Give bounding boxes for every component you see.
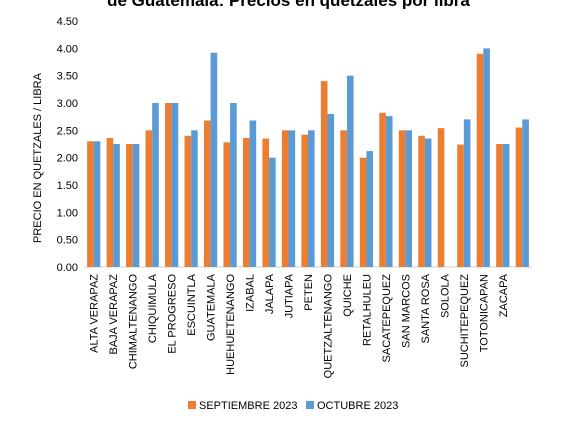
x-tick-label: SUCHITEPEQUEZ bbox=[459, 274, 471, 368]
bar-octubre bbox=[269, 157, 276, 267]
x-tick-label: ALTA VERAPAZ bbox=[89, 274, 101, 353]
bar-octubre bbox=[249, 120, 257, 268]
bar-octubre bbox=[93, 141, 101, 267]
x-tick-label: RETALHULEU bbox=[361, 274, 373, 346]
bar-octubre bbox=[152, 103, 159, 267]
x-axis-ticks: ALTA VERAPAZ BAJA VERAPAZ CHIMALTENANGO CHI… bbox=[89, 273, 510, 378]
x-tick-label: EL PROGRESO bbox=[167, 274, 179, 354]
x-tick-label: PETEN bbox=[303, 274, 315, 311]
y-tick-label: 0.50 bbox=[57, 235, 78, 247]
x-tick-label: CHIQUIMULA bbox=[147, 273, 159, 343]
bar-octubre bbox=[346, 75, 354, 267]
bar-octubre bbox=[113, 144, 120, 267]
x-tick-label: ESCUINTLA bbox=[186, 273, 198, 335]
x-tick-label: ZACAPA bbox=[498, 273, 510, 317]
bar-septiembre bbox=[165, 103, 172, 267]
x-tick-label: CHIMALTENANGO bbox=[128, 274, 140, 370]
bars bbox=[87, 48, 529, 268]
bar-octubre bbox=[483, 48, 490, 267]
x-tick-label: QUETZALTENANGO bbox=[322, 274, 334, 379]
y-tick-label: 3.50 bbox=[57, 71, 78, 83]
y-axis-ticks: 0.00 0.50 1.00 1.50 2.00 2.50 3.00 3.50 4.00 4.50 bbox=[57, 16, 78, 274]
y-tick-label: 4.50 bbox=[57, 16, 78, 28]
x-tick-label: GUATEMALA bbox=[206, 273, 218, 341]
bar-octubre bbox=[230, 103, 237, 267]
x-tick-label: QUICHE bbox=[342, 274, 354, 317]
x-tick-label: SANTA ROSA bbox=[420, 273, 432, 343]
y-axis-label: PRECIO EN QUETZALES / LIBRA bbox=[32, 72, 44, 243]
bar-septiembre bbox=[418, 135, 425, 267]
bar-septiembre bbox=[223, 142, 231, 267]
bar-octubre bbox=[502, 144, 510, 267]
bar-septiembre bbox=[515, 127, 523, 267]
y-tick-label: 2.00 bbox=[57, 153, 78, 165]
bar-septiembre bbox=[398, 130, 406, 267]
bar-octubre bbox=[385, 116, 393, 268]
bar-septiembre bbox=[340, 130, 347, 267]
legend-label-septiembre: SEPTIEMBRE 2023 bbox=[199, 400, 297, 412]
bar-septiembre bbox=[437, 128, 445, 267]
y-tick-label: 1.00 bbox=[57, 207, 78, 219]
bar-septiembre bbox=[145, 130, 153, 267]
bar-septiembre bbox=[457, 144, 464, 267]
bar-octubre bbox=[327, 113, 335, 268]
x-tick-label: TOTONICAPAN bbox=[478, 274, 490, 352]
bar-octubre bbox=[405, 130, 413, 267]
legend-swatch-septiembre bbox=[188, 401, 196, 409]
bar-octubre bbox=[132, 144, 140, 267]
x-tick-label: JUTIAPA bbox=[284, 273, 296, 318]
bar-septiembre bbox=[476, 53, 484, 267]
bar-octubre bbox=[522, 119, 529, 268]
y-tick-label: 1.50 bbox=[57, 180, 78, 192]
bar-septiembre bbox=[203, 120, 211, 268]
legend: SEPTIEMBRE 2023 OCTUBRE 2023 bbox=[188, 400, 398, 412]
bar-septiembre bbox=[184, 135, 192, 267]
bar-septiembre bbox=[301, 134, 308, 267]
bar-octubre bbox=[308, 130, 315, 267]
bar-octubre bbox=[288, 130, 296, 267]
bar-octubre bbox=[171, 103, 179, 267]
bar-septiembre bbox=[496, 144, 503, 267]
bar-septiembre bbox=[106, 137, 114, 267]
bar-septiembre bbox=[320, 81, 328, 267]
legend-swatch-octubre bbox=[306, 401, 314, 409]
chart-title: de Guatemala: Precios en quetzales por l… bbox=[0, 0, 577, 9]
bar-octubre bbox=[463, 119, 471, 268]
bar-septiembre bbox=[126, 144, 133, 267]
y-tick-label: 3.00 bbox=[57, 98, 78, 110]
y-tick-label: 0.00 bbox=[57, 262, 78, 274]
x-tick-label: JALAPA bbox=[264, 273, 276, 314]
x-tick-label: BAJA VERAPAZ bbox=[108, 274, 120, 355]
bar-septiembre bbox=[87, 141, 94, 267]
bar-septiembre bbox=[262, 138, 270, 267]
bar-octubre bbox=[191, 130, 198, 267]
x-tick-label: HUEHUETENANGO bbox=[225, 274, 237, 375]
bar-octubre bbox=[366, 151, 374, 267]
bar-septiembre bbox=[281, 130, 289, 267]
bar-septiembre bbox=[379, 112, 386, 267]
bar-octubre bbox=[210, 52, 218, 268]
legend-label-octubre: OCTUBRE 2023 bbox=[317, 400, 398, 412]
bar-octubre bbox=[424, 138, 432, 267]
x-tick-label: IZABAL bbox=[245, 274, 257, 312]
x-tick-label: SACATEPEQUEZ bbox=[381, 274, 393, 363]
bar-septiembre bbox=[242, 137, 250, 267]
x-tick-label: SOLOLA bbox=[439, 273, 451, 318]
y-tick-label: 4.00 bbox=[57, 43, 78, 55]
bar-septiembre bbox=[359, 157, 367, 267]
y-tick-label: 2.50 bbox=[57, 125, 78, 137]
x-tick-label: SAN MARCOS bbox=[400, 274, 412, 348]
